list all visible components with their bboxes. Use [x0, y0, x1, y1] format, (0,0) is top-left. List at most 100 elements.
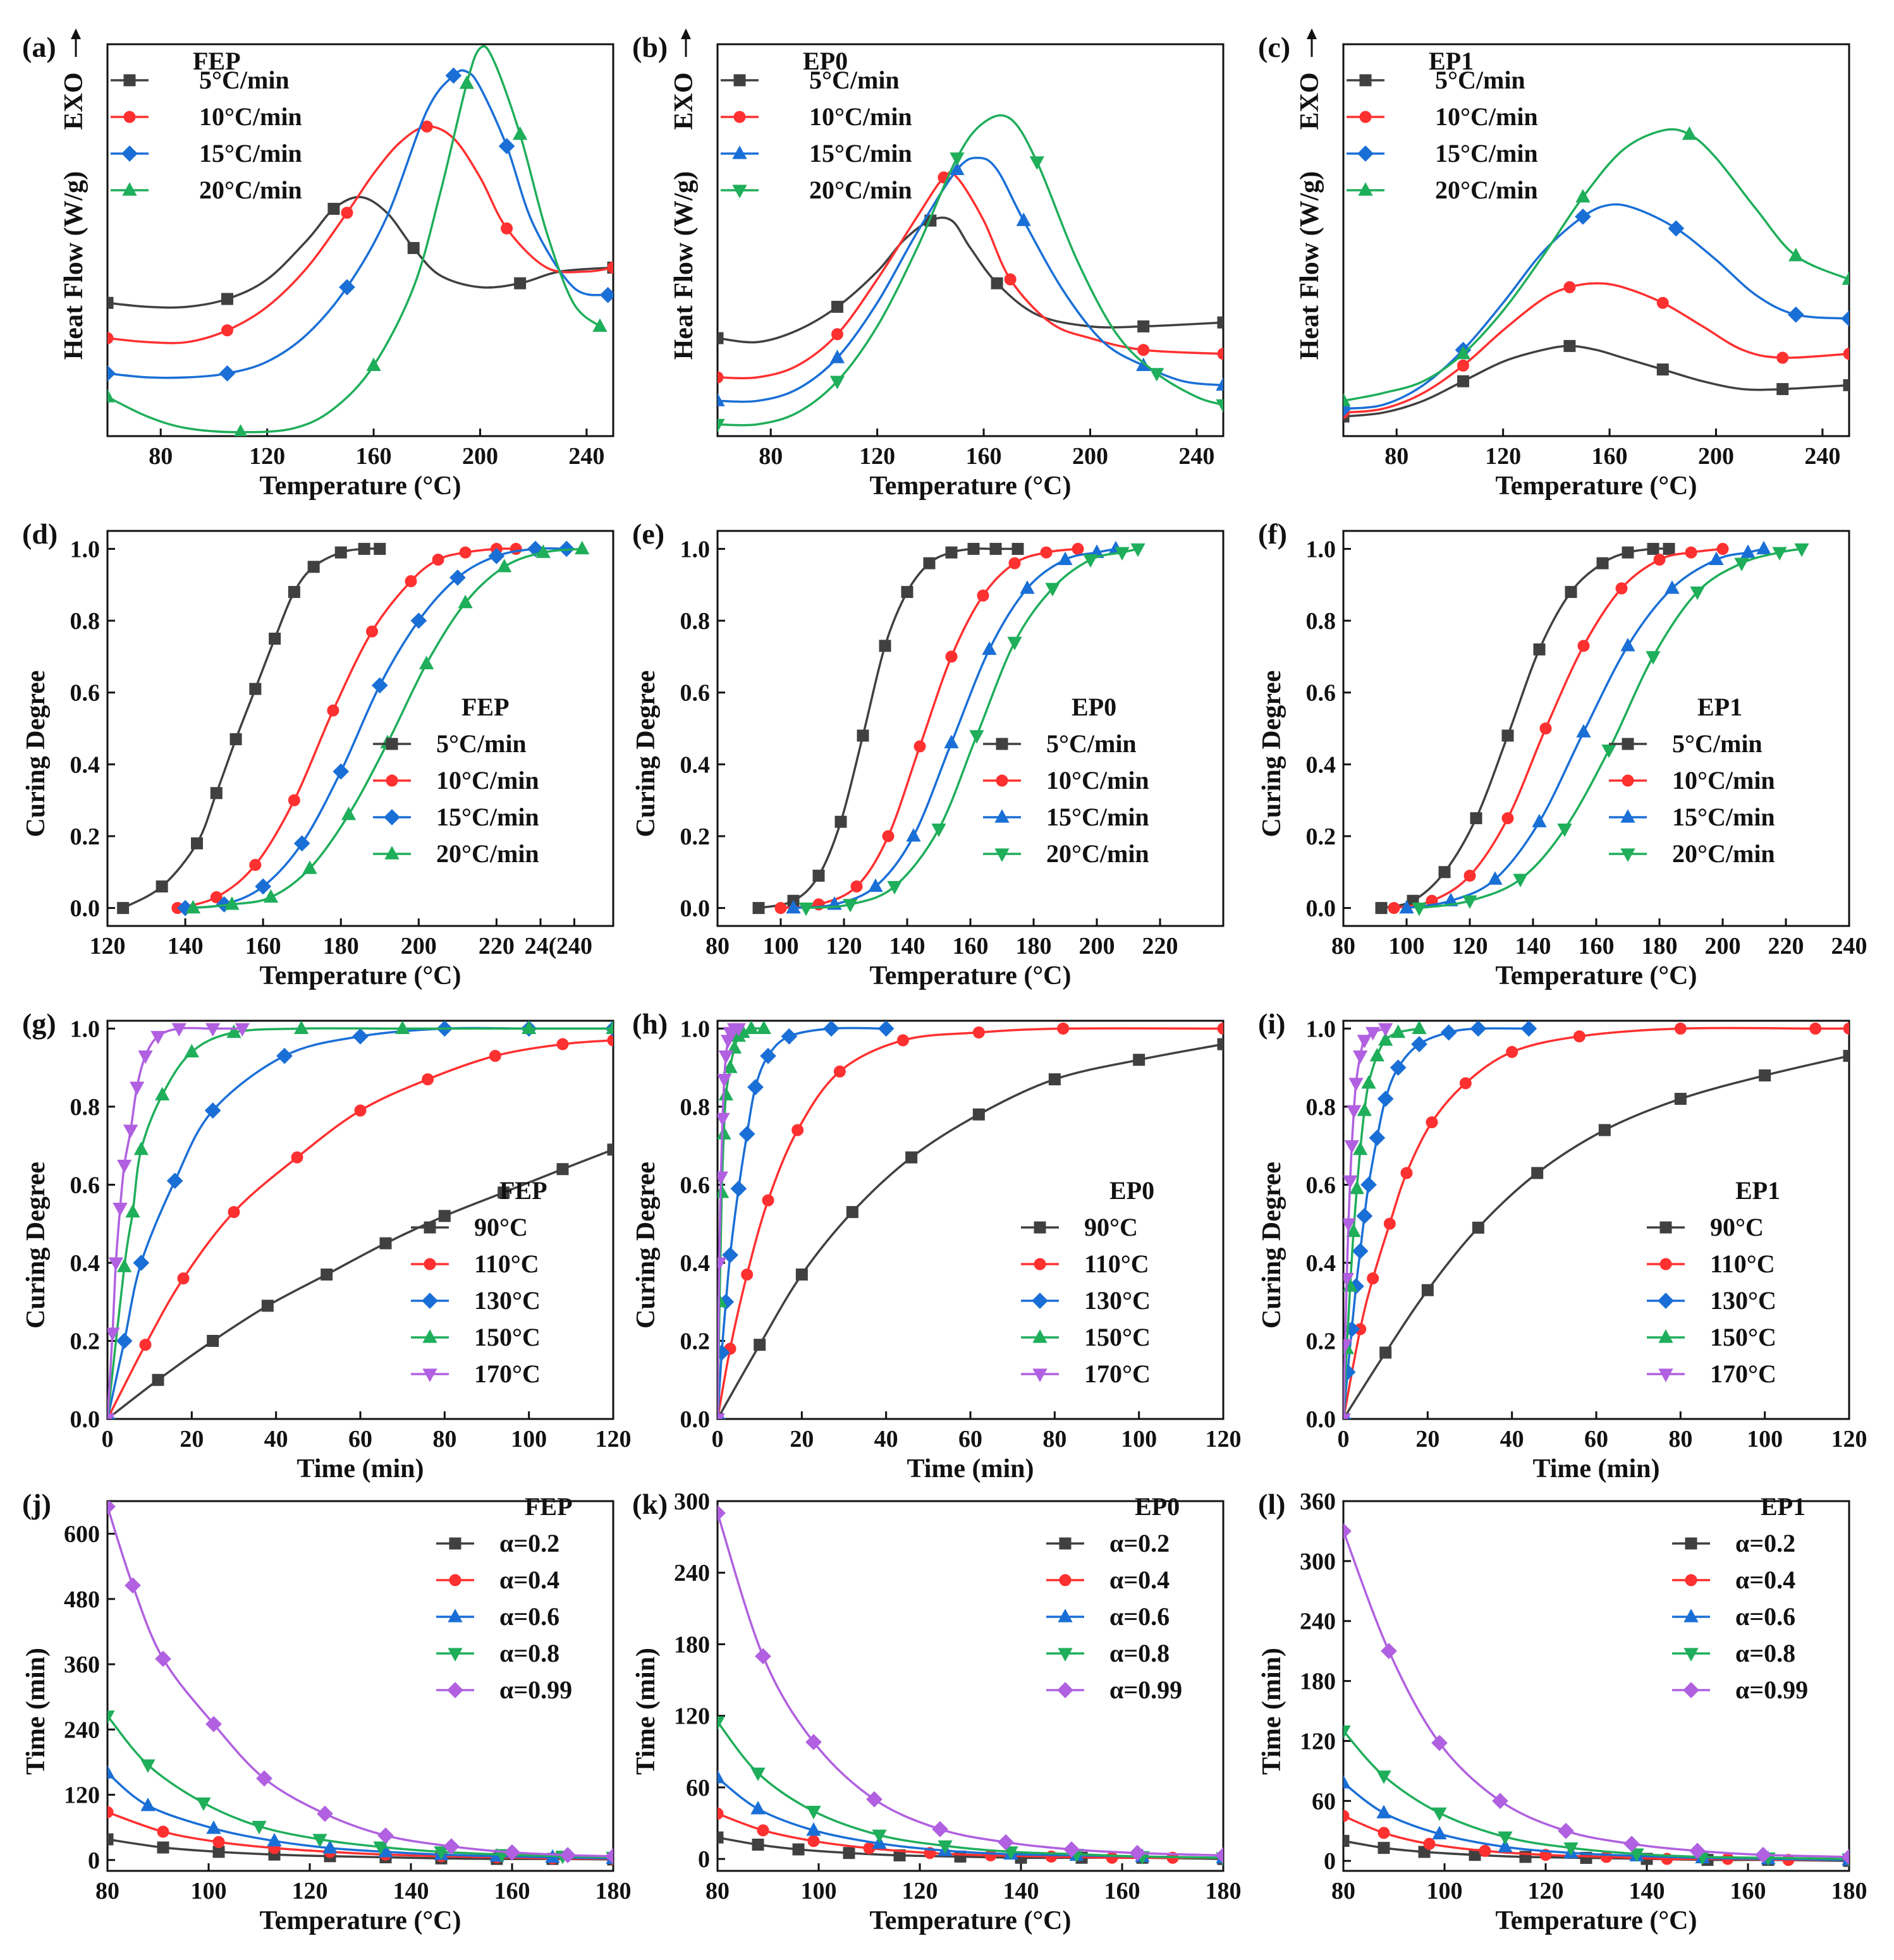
y-tick-label: 0.4: [1306, 1250, 1336, 1277]
x-tick-label: 200: [1698, 443, 1734, 470]
x-tick-label: 180: [1642, 933, 1678, 959]
data-point: [1347, 1105, 1362, 1119]
data-point: [107, 296, 114, 309]
exo-arrowhead: [681, 28, 691, 39]
data-point: [1361, 1075, 1376, 1089]
data-point: [514, 277, 527, 289]
panel-title: EP1: [1761, 1492, 1805, 1521]
data-point: [1656, 296, 1669, 309]
legend-marker: [422, 1368, 437, 1382]
exo-label: EXO: [1295, 72, 1324, 130]
y-tick-label: 0.0: [680, 1406, 711, 1433]
data-point: [556, 1163, 569, 1176]
data-point: [249, 858, 262, 871]
data-point: [718, 418, 725, 433]
legend-marker: [384, 846, 400, 860]
data-point: [1841, 1849, 1849, 1865]
data-point: [1343, 1339, 1353, 1353]
plot-frame: [106, 43, 614, 437]
data-point: [107, 1833, 114, 1846]
data-point: [293, 835, 310, 852]
x-tick-label: 160: [356, 443, 392, 470]
data-point: [150, 1031, 166, 1045]
legend: 90°C 110°C 130°C 150°C 170°C: [1647, 1213, 1776, 1388]
legend-label: 150°C: [1710, 1323, 1776, 1351]
x-tick-label: 200: [1072, 443, 1108, 470]
data-point: [752, 902, 765, 915]
legend-marker: [1620, 809, 1635, 823]
data-point: [1689, 1842, 1706, 1860]
data-point: [901, 586, 913, 599]
data-point: [322, 1840, 338, 1854]
legend-label: α=0.4: [499, 1566, 559, 1594]
panel-label: (l): [1258, 1488, 1285, 1520]
data-point: [171, 1023, 186, 1037]
data-point: [1058, 551, 1073, 566]
y-tick-label: 300: [1300, 1549, 1336, 1575]
data-point: [834, 815, 847, 828]
data-point: [718, 1413, 725, 1419]
y-tick-label: 0.2: [1306, 1328, 1336, 1354]
data-point: [1343, 1726, 1351, 1739]
data-point: [366, 357, 381, 371]
data-point: [1029, 156, 1044, 170]
x-tick-label: 160: [1730, 1878, 1766, 1904]
data-point: [718, 1074, 732, 1088]
data-point: [1412, 902, 1427, 916]
y-tick-label: 0: [698, 1846, 710, 1873]
data-point: [204, 1102, 221, 1119]
data-point: [1501, 812, 1514, 825]
data-point: [807, 1835, 820, 1847]
legend-label: 20°C/min: [436, 839, 539, 868]
legend-label: α=0.4: [1109, 1566, 1170, 1594]
x-tick-label: 120: [1485, 443, 1521, 470]
panel-j: (j) 80 100 120 140 160 180 0 120 240 360 480 600 Temp…: [21, 1488, 632, 1935]
y-tick-label: 360: [1300, 1488, 1336, 1515]
data-point: [1563, 339, 1576, 352]
data-point: [205, 1715, 222, 1732]
legend-label: 15°C/min: [809, 139, 912, 167]
legend-marker: [424, 1221, 436, 1234]
x-tick-label: 80: [1384, 443, 1408, 470]
data-point: [1520, 1021, 1537, 1037]
panel-label: (f): [1258, 518, 1287, 550]
y-axis-label: Time (min): [1257, 1648, 1286, 1775]
data-point: [152, 1373, 164, 1386]
data-point: [377, 1827, 394, 1844]
y-tick-label: 0.6: [1306, 1172, 1336, 1198]
panel-label: (k): [632, 1488, 668, 1520]
data-point: [234, 424, 247, 436]
data-point: [792, 1843, 805, 1856]
plot-area: [718, 1505, 1223, 1866]
x-tick-label: 120: [596, 1426, 632, 1452]
data-point: [1653, 553, 1666, 566]
x-tick-label: 160: [1579, 933, 1615, 959]
data-point: [718, 1770, 725, 1784]
legend-label: 5°C/min: [1672, 729, 1763, 758]
data-point: [1343, 1273, 1354, 1287]
data-point: [846, 1206, 858, 1219]
x-tick-label: 100: [1747, 1426, 1783, 1452]
data-point: [607, 1143, 613, 1156]
data-point: [1472, 1221, 1484, 1234]
x-tick-label: 120: [249, 443, 285, 470]
y-tick-label: 240: [674, 1560, 710, 1586]
legend-label: 5°C/min: [1435, 66, 1525, 94]
data-point: [718, 1050, 733, 1064]
series-line: [107, 1039, 613, 1419]
legend-label: α=0.8: [1735, 1639, 1795, 1667]
data-point: [327, 704, 339, 717]
data-point: [1563, 1842, 1579, 1856]
data-point: [1479, 1844, 1491, 1857]
legend-marker: [733, 111, 746, 123]
x-tick-label: 24(: [525, 933, 557, 959]
data-point: [1622, 546, 1634, 559]
data-point: [501, 222, 513, 234]
data-point: [743, 1021, 759, 1034]
data-point: [967, 542, 980, 555]
exo-label: EXO: [59, 72, 89, 130]
data-point: [1130, 543, 1146, 557]
data-point: [212, 1835, 225, 1848]
data-point: [945, 546, 958, 559]
x-tick-label: 240: [1178, 443, 1214, 470]
